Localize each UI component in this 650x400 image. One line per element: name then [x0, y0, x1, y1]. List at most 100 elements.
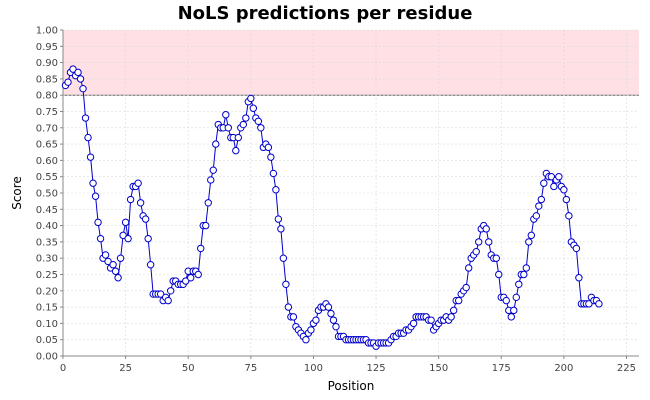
data-point: [540, 179, 548, 187]
data-point: [182, 277, 190, 285]
data-point: [164, 296, 172, 305]
data-point: [535, 202, 543, 210]
y-tick-label: 0.45: [36, 205, 58, 216]
data-point: [525, 238, 533, 246]
data-point: [86, 153, 95, 161]
y-tick-label: 0.25: [36, 270, 58, 281]
data-point: [144, 234, 152, 243]
x-axis-title: Position: [328, 379, 375, 393]
data-point: [224, 124, 232, 132]
y-tick-label: 0.80: [36, 91, 58, 102]
data-point: [104, 257, 112, 266]
data-point: [84, 133, 92, 142]
data-point: [222, 111, 230, 119]
data-point: [312, 316, 320, 324]
data-point: [249, 104, 258, 112]
x-tick-label: 150: [429, 363, 448, 374]
data-point: [324, 303, 333, 311]
x-tick-label: 75: [244, 363, 257, 374]
data-point: [209, 166, 217, 174]
x-tick-label: 225: [617, 363, 636, 374]
data-point: [212, 140, 220, 148]
data-point: [462, 283, 470, 292]
data-point: [585, 300, 593, 308]
data-point: [232, 146, 240, 155]
data-point: [166, 287, 175, 295]
data-point: [284, 303, 293, 311]
x-tick-label: 25: [119, 363, 132, 374]
data-point: [187, 274, 195, 282]
data-point: [146, 261, 155, 269]
data-point: [279, 254, 288, 262]
y-tick-label: 1.00: [36, 26, 58, 37]
data-point: [522, 264, 530, 272]
y-axis-title: Score: [10, 176, 24, 210]
data-point: [204, 199, 212, 207]
data-point: [532, 212, 541, 220]
y-tick-label: 0.55: [36, 172, 58, 183]
data-point: [124, 234, 132, 243]
data-point: [64, 78, 72, 86]
data-point: [555, 173, 563, 181]
data-point: [327, 309, 335, 318]
data-point: [269, 169, 278, 178]
data-point: [565, 212, 573, 220]
x-tick-label: 100: [304, 363, 323, 374]
data-point: [409, 319, 418, 328]
data-point: [482, 225, 490, 233]
data-point: [264, 143, 273, 152]
data-point: [595, 300, 603, 308]
data-point: [512, 293, 520, 302]
data-point: [427, 316, 435, 324]
data-point: [247, 94, 255, 103]
data-point: [257, 124, 265, 132]
data-point: [111, 267, 120, 275]
data-point: [101, 251, 110, 259]
data-point: [109, 261, 117, 269]
data-point: [507, 313, 515, 321]
data-point: [76, 75, 85, 83]
y-tick-label: 0.75: [36, 107, 58, 118]
data-point: [116, 254, 125, 262]
data-point: [527, 231, 536, 240]
y-tick-label: 0.95: [36, 42, 58, 53]
data-point: [242, 114, 250, 122]
data-point: [550, 182, 558, 191]
y-tick-label: 0.90: [36, 58, 58, 69]
data-point: [289, 313, 298, 321]
y-tick-label: 0.35: [36, 237, 58, 248]
data-point: [136, 199, 145, 207]
data-point: [465, 264, 473, 272]
data-point: [562, 195, 571, 204]
data-point: [515, 280, 523, 288]
data-point: [96, 234, 105, 243]
data-point: [282, 280, 290, 288]
x-tick-label: 0: [60, 363, 66, 374]
data-point: [495, 270, 503, 279]
data-point: [267, 153, 275, 161]
x-axis-ticks: 0 25 50 75 100 125 150 175 200 225: [60, 356, 636, 374]
data-point: [74, 68, 82, 77]
data-point: [572, 244, 581, 253]
data-point: [94, 218, 102, 227]
data-point: [502, 296, 510, 305]
data-point: [332, 322, 340, 331]
y-tick-label: 0.05: [36, 335, 58, 346]
data-point: [91, 192, 100, 200]
data-point: [114, 274, 122, 282]
data-point: [134, 179, 142, 187]
data-point: [272, 186, 280, 194]
y-tick-label: 0.00: [36, 352, 58, 363]
data-point: [454, 296, 463, 305]
data-point: [510, 306, 518, 315]
x-tick-label: 50: [182, 363, 195, 374]
data-point: [89, 179, 97, 187]
data-point: [79, 84, 87, 93]
y-tick-label: 0.10: [36, 319, 58, 330]
data-point: [329, 316, 338, 324]
y-tick-label: 0.65: [36, 140, 58, 151]
data-point: [277, 225, 285, 233]
data-point: [156, 290, 165, 298]
y-tick-label: 0.70: [36, 123, 58, 134]
chart-title: NoLS predictions per residue: [178, 3, 473, 24]
